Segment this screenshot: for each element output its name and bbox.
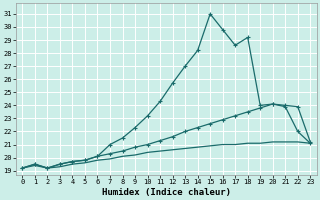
X-axis label: Humidex (Indice chaleur): Humidex (Indice chaleur): [102, 188, 231, 197]
